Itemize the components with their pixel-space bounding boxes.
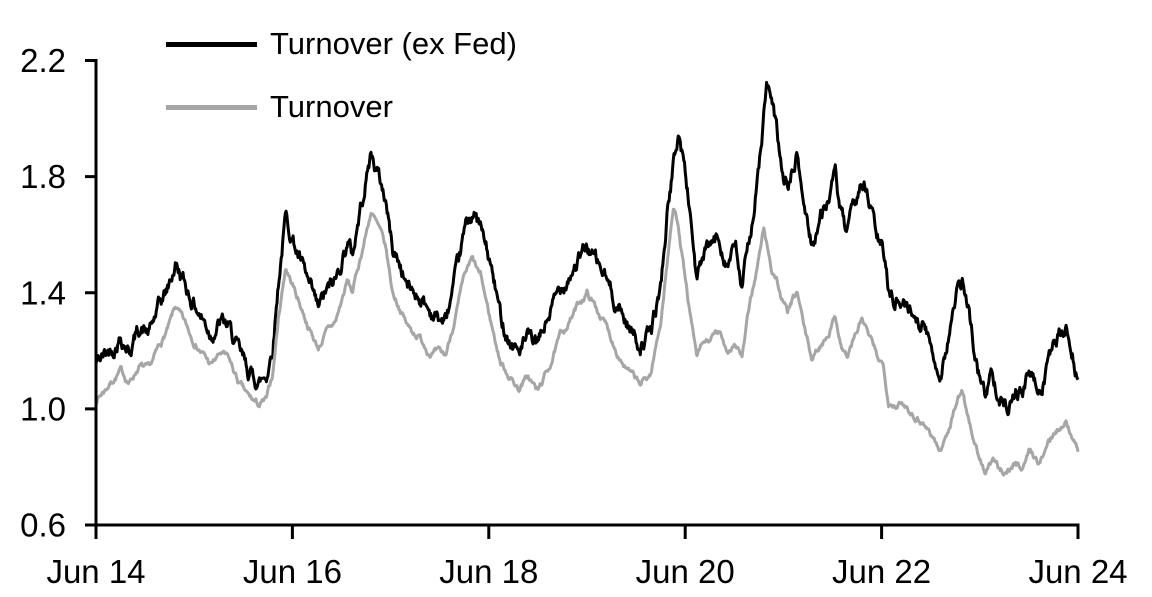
legend-item-turnover-ex-fed: Turnover (ex Fed) [166, 26, 517, 61]
x-tick-label: Jun 24 [1028, 553, 1127, 590]
series-turnover-line [94, 207, 1080, 477]
x-tick-label: Jun 18 [439, 553, 538, 590]
axes: 0.6 1.0 1.4 1.8 2.2 Jun 14 Jun 16 Jun 18 Jun 20 J… [20, 42, 1127, 590]
x-tick-label: Jun 20 [636, 553, 735, 590]
y-tick-label: 0.6 [20, 507, 66, 544]
y-tick-label: 2.2 [20, 42, 66, 79]
x-tick-label: Jun 22 [832, 553, 931, 590]
legend: Turnover (ex Fed) Turnover [166, 26, 517, 125]
x-tick-label: Jun 14 [46, 553, 145, 590]
series-turnover-ex-fed-line [95, 80, 1080, 417]
black-line-swatch-icon [166, 41, 257, 47]
x-tick-label: Jun 16 [243, 553, 342, 590]
y-tick-label: 1.8 [20, 158, 66, 195]
gray-line-swatch-icon [166, 104, 257, 110]
legend-label-turnover-ex-fed: Turnover (ex Fed) [270, 26, 517, 61]
legend-item-turnover: Turnover [166, 89, 517, 125]
plot-series [94, 80, 1080, 477]
legend-label-turnover: Turnover [270, 89, 393, 125]
y-tick-label: 1.0 [20, 390, 66, 427]
y-tick-label: 1.4 [20, 274, 66, 311]
